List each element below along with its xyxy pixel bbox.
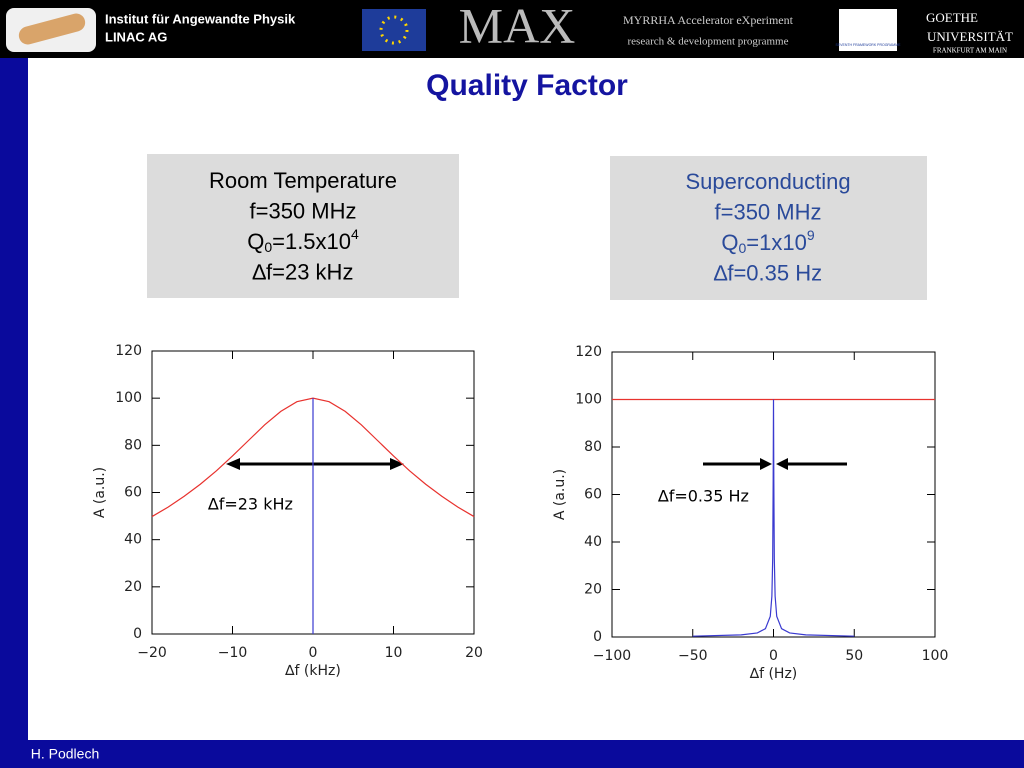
y-tick-label: 20 <box>584 582 602 598</box>
x-tick-label: 0 <box>309 645 318 661</box>
q-exponent: 9 <box>807 227 815 243</box>
q-exponent: 4 <box>351 226 359 242</box>
annotation: ∆f=0.35 Hz <box>657 487 749 506</box>
x-tick-label: 20 <box>465 645 483 661</box>
linac-logo <box>6 8 96 52</box>
arrows <box>226 458 847 470</box>
institute: Institut für Angewandte Physik <box>105 11 296 26</box>
y-tick-label: 100 <box>575 392 602 408</box>
y-tick-label: 60 <box>124 485 142 501</box>
x-axis-label: ∆f (Hz) <box>749 666 798 682</box>
x-axis-label: ∆f (kHz) <box>284 663 341 679</box>
project-logo: MAX <box>459 0 576 53</box>
box-line: Q0=1.5x104 <box>247 226 359 255</box>
q-subscript: 0 <box>264 239 272 255</box>
box-line: ∆f=23 kHz <box>253 259 354 284</box>
box-line: Room Temperature <box>209 168 397 193</box>
y-tick-label: 80 <box>584 439 602 455</box>
q-value: =1x10 <box>746 230 807 255</box>
eu-flag <box>362 9 426 51</box>
footer-author: H. Podlech <box>31 746 99 762</box>
box-line: f=350 MHz <box>250 198 357 223</box>
project-line: research & development programme <box>628 36 789 48</box>
box-line: f=350 MHz <box>715 199 822 224</box>
x-tick-label: −50 <box>678 648 708 664</box>
uni-name: UNIVERSITÄT <box>927 29 1013 44</box>
group: LINAC AG <box>105 29 167 44</box>
q-symbol: Q <box>721 230 738 255</box>
y-tick-label: 120 <box>575 344 602 360</box>
fp7-text: SEVENTH FRAMEWORK PROGRAMME <box>836 43 902 47</box>
slide-title: Quality Factor <box>426 69 628 102</box>
x-tick-label: 10 <box>385 645 403 661</box>
x-tick-label: −10 <box>218 645 248 661</box>
x-tick-label: −100 <box>593 648 631 664</box>
y-tick-label: 60 <box>584 487 602 503</box>
y-tick-label: 40 <box>124 532 142 548</box>
y-tick-label: 0 <box>593 629 602 645</box>
x-tick-label: 0 <box>769 648 778 664</box>
info-box <box>610 156 927 300</box>
q-value: =1.5x10 <box>272 229 351 254</box>
y-tick-label: 20 <box>124 579 142 595</box>
side-bar <box>0 0 28 768</box>
fp7-logo <box>839 9 897 51</box>
box-line: Superconducting <box>685 169 850 194</box>
y-tick-label: 100 <box>115 390 142 406</box>
q-symbol: Q <box>247 229 264 254</box>
curve <box>692 399 855 637</box>
q-subscript: 0 <box>738 240 746 256</box>
annotation: ∆f=23 kHz <box>207 495 293 514</box>
uni-name: GOETHE <box>926 10 978 25</box>
y-tick-label: 120 <box>115 343 142 359</box>
y-tick-label: 80 <box>124 437 142 453</box>
y-tick-label: 0 <box>133 626 142 642</box>
info-box <box>147 154 459 298</box>
x-tick-label: 50 <box>845 648 863 664</box>
y-axis-label: A (a.u.) <box>92 467 108 518</box>
uni-name: FRANKFURT AM MAIN <box>933 47 1007 55</box>
box-line: ∆f=0.35 Hz <box>714 260 822 285</box>
project-line: MYRRHA Accelerator eXperiment <box>623 13 794 27</box>
y-axis-label: A (a.u.) <box>552 469 568 520</box>
x-tick-label: −20 <box>137 645 167 661</box>
y-tick-label: 40 <box>584 534 602 550</box>
box-line: Q0=1x109 <box>721 227 814 256</box>
footer-bar <box>0 740 1024 768</box>
x-tick-label: 100 <box>922 648 949 664</box>
